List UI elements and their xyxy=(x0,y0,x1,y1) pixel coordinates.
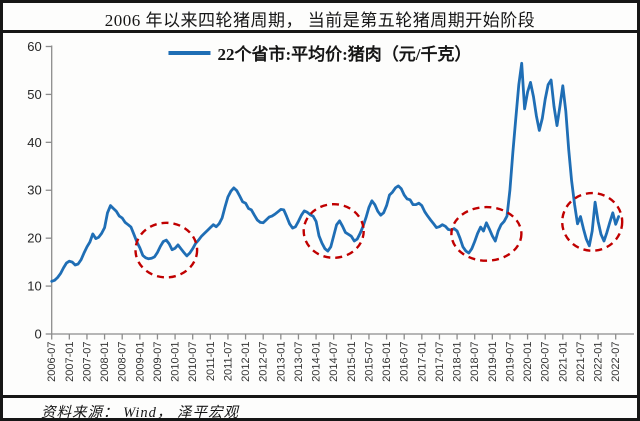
x-axis-tick-label: 2007-01 xyxy=(64,342,76,382)
x-axis-tick-label: 2015-07 xyxy=(363,342,375,382)
y-axis-tick-label: 50 xyxy=(27,87,41,102)
x-axis-tick-label: 2016-07 xyxy=(399,342,411,382)
x-axis-tick-label: 2018-01 xyxy=(452,342,464,382)
x-axis-tick-label: 2014-01 xyxy=(311,342,323,382)
x-axis-tick-label: 2017-07 xyxy=(434,342,446,382)
x-axis-tick-label: 2007-07 xyxy=(82,342,94,382)
x-axis-tick-label: 2012-01 xyxy=(240,342,252,382)
cycle-trough-3-ellipse xyxy=(450,205,523,262)
x-axis-tick-label: 2010-07 xyxy=(187,342,199,382)
x-axis-tick-label: 2017-01 xyxy=(416,342,428,382)
cycle-trough-1-ellipse xyxy=(134,221,199,279)
x-axis-tick-label: 2019-07 xyxy=(504,342,516,382)
x-axis-tick-label: 2009-07 xyxy=(152,342,164,382)
cycle-trough-2-ellipse xyxy=(302,202,365,259)
x-axis-tick-label: 2011-07 xyxy=(222,342,234,382)
y-axis-tick-label: 0 xyxy=(34,327,41,342)
legend-line-swatch xyxy=(168,50,211,55)
y-axis-tick-label: 40 xyxy=(27,135,41,150)
x-axis-tick-label: 2010-01 xyxy=(170,342,182,382)
line-chart-canvas: 0 10 20 30 40 50 60 2006-07 2007-01 2007-07 2008-0… xyxy=(27,39,634,382)
x-axis-tick-label: 2021-01 xyxy=(557,342,569,382)
x-axis-tick-label: 2014-07 xyxy=(328,342,340,382)
x-axis-tick-label: 2016-01 xyxy=(381,342,393,382)
x-axis-tick-label: 2008-07 xyxy=(117,342,129,382)
x-axis-tick-label: 2020-01 xyxy=(522,342,534,382)
x-axis-tick-label: 2022-07 xyxy=(610,342,622,382)
x-axis-tick-label: 2013-01 xyxy=(275,342,287,382)
x-axis-tick-label: 2015-01 xyxy=(346,342,358,382)
y-axis-tick-label: 60 xyxy=(27,39,41,54)
y-axis-tick-label: 10 xyxy=(27,279,41,294)
y-axis-tick-label: 20 xyxy=(27,231,41,246)
x-axis-tick-label: 2012-07 xyxy=(258,342,270,382)
chart-legend: 22个省市:平均价:猪肉（元/千克） xyxy=(168,40,472,65)
x-axis-tick-label: 2022-01 xyxy=(593,342,605,382)
chart-title: 2006 年以来四轮猪周期， 当前是第五轮猪周期开始阶段 xyxy=(104,11,536,30)
data-source-note: 资料来源： Wind， 泽平宏观 xyxy=(41,405,240,421)
x-axis-tick-label: 2009-01 xyxy=(134,342,146,382)
y-axis-tick-label: 30 xyxy=(27,183,41,198)
x-axis-tick-label: 2008-01 xyxy=(99,342,111,382)
x-axis-tick-label: 2021-07 xyxy=(575,342,587,382)
cycle-trough-4-ellipse xyxy=(561,191,624,252)
x-axis-tick-label: 2018-07 xyxy=(469,342,481,382)
title-divider-line xyxy=(3,30,637,33)
x-axis-tick-label: 2020-07 xyxy=(540,342,552,382)
pork-price-series-line xyxy=(50,61,620,283)
x-axis-tick-label: 2006-07 xyxy=(46,342,58,382)
x-axis-tick-label: 2019-01 xyxy=(487,342,499,382)
x-axis-tick-label: 2013-07 xyxy=(293,342,305,382)
x-axis-tick-label: 2011-01 xyxy=(205,342,217,382)
footer-divider-line xyxy=(3,395,637,398)
legend-series-label: 22个省市:平均价:猪肉（元/千克） xyxy=(217,45,472,64)
